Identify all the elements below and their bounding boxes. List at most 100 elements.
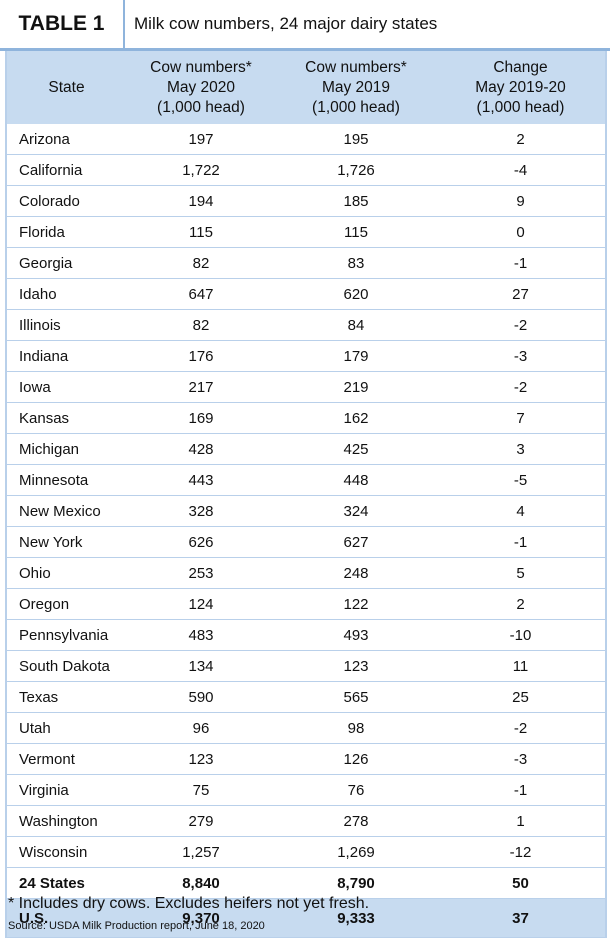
cell: 115	[276, 216, 436, 248]
total-row: U.S. 9,370 9,333 37	[6, 898, 606, 938]
table-label: TABLE 1	[0, 0, 125, 48]
cell: Iowa	[6, 371, 126, 403]
table-row: Ohio 253 248 5	[6, 557, 606, 589]
cell: Indiana	[6, 340, 126, 372]
table-row: Idaho 647 620 27	[6, 278, 606, 310]
cell: 25	[436, 681, 606, 713]
column-header: Change May 2019-20 (1,000 head)	[436, 51, 606, 124]
cell: 279	[126, 805, 276, 837]
cell: Florida	[6, 216, 126, 248]
table-row: Virginia 75 76 -1	[6, 774, 606, 806]
cell: 75	[126, 774, 276, 806]
cell: 37	[436, 898, 606, 938]
cell: 1,726	[276, 154, 436, 186]
cell: 627	[276, 526, 436, 558]
cell: South Dakota	[6, 650, 126, 682]
header: TABLE 1 Milk cow numbers, 24 major dairy…	[0, 0, 610, 51]
cell: 620	[276, 278, 436, 310]
cell: 126	[276, 743, 436, 775]
cell: 483	[126, 619, 276, 651]
table-title: Milk cow numbers, 24 major dairy states	[134, 14, 438, 33]
cell: 7	[436, 402, 606, 434]
cell: 195	[276, 124, 436, 155]
table-row: Washington 279 278 1	[6, 805, 606, 837]
cell: -1	[436, 526, 606, 558]
cell: -2	[436, 712, 606, 744]
cell: 176	[126, 340, 276, 372]
cell: 8,840	[126, 867, 276, 899]
cell: 4	[436, 495, 606, 527]
cell: 253	[126, 557, 276, 589]
cell: 169	[126, 402, 276, 434]
data-table: State Cow numbers* May 2020 (1,000 head) C…	[5, 51, 607, 938]
total-row: 24 States 8,840 8,790 50	[6, 867, 606, 899]
cell: 8,790	[276, 867, 436, 899]
table-row: South Dakota 134 123 11	[6, 650, 606, 682]
cell: Pennsylvania	[6, 619, 126, 651]
cell: 162	[276, 402, 436, 434]
cell: 82	[126, 247, 276, 279]
table-row: Florida 115 115 0	[6, 216, 606, 248]
table-row: Utah 96 98 -2	[6, 712, 606, 744]
cell: 3	[436, 433, 606, 465]
cell: Idaho	[6, 278, 126, 310]
cell: New York	[6, 526, 126, 558]
source: Source: USDA Milk Production report, Jun…	[8, 920, 265, 932]
cell: 248	[276, 557, 436, 589]
table-row: Minnesota 443 448 -5	[6, 464, 606, 496]
column-header: Cow numbers* May 2019 (1,000 head)	[276, 51, 436, 124]
table-row: Illinois 82 84 -2	[6, 309, 606, 341]
cell: 124	[126, 588, 276, 620]
cell: 83	[276, 247, 436, 279]
cell: 448	[276, 464, 436, 496]
cell: 9	[436, 185, 606, 217]
cell: Arizona	[6, 124, 126, 155]
cell: 428	[126, 433, 276, 465]
cell: 9,333	[276, 898, 436, 938]
cell: 2	[436, 124, 606, 155]
cell: 626	[126, 526, 276, 558]
table-row: Pennsylvania 483 493 -10	[6, 619, 606, 651]
cell: 9,370	[126, 898, 276, 938]
cell: 1	[436, 805, 606, 837]
cell: Michigan	[6, 433, 126, 465]
table-row: Kansas 169 162 7	[6, 402, 606, 434]
cell: 5	[436, 557, 606, 589]
cell: -5	[436, 464, 606, 496]
cell: Wisconsin	[6, 836, 126, 868]
cell: 96	[126, 712, 276, 744]
cell: -3	[436, 340, 606, 372]
column-header: Cow numbers* May 2020 (1,000 head)	[126, 51, 276, 124]
cell: Ohio	[6, 557, 126, 589]
cell: Kansas	[6, 402, 126, 434]
cell: Utah	[6, 712, 126, 744]
cell: 24 States	[6, 867, 126, 899]
cell: Georgia	[6, 247, 126, 279]
cell: 2	[436, 588, 606, 620]
cell: Virginia	[6, 774, 126, 806]
cell: 179	[276, 340, 436, 372]
column-header: State	[6, 51, 126, 124]
cell: 219	[276, 371, 436, 403]
cell: 328	[126, 495, 276, 527]
cell: 197	[126, 124, 276, 155]
cell: -4	[436, 154, 606, 186]
cell: U.S.	[6, 898, 126, 938]
cell: Colorado	[6, 185, 126, 217]
table-row: California 1,722 1,726 -4	[6, 154, 606, 186]
table-row: New Mexico 328 324 4	[6, 495, 606, 527]
cell: 134	[126, 650, 276, 682]
cell: Illinois	[6, 309, 126, 341]
cell: 82	[126, 309, 276, 341]
cell: -2	[436, 309, 606, 341]
cell: 278	[276, 805, 436, 837]
cell: 443	[126, 464, 276, 496]
cell: 11	[436, 650, 606, 682]
cell: 123	[276, 650, 436, 682]
cell: -3	[436, 743, 606, 775]
cell: 1,269	[276, 836, 436, 868]
table-row: Michigan 428 425 3	[6, 433, 606, 465]
footnote: * Includes dry cows. Excludes heifers no…	[8, 895, 370, 912]
cell: Texas	[6, 681, 126, 713]
